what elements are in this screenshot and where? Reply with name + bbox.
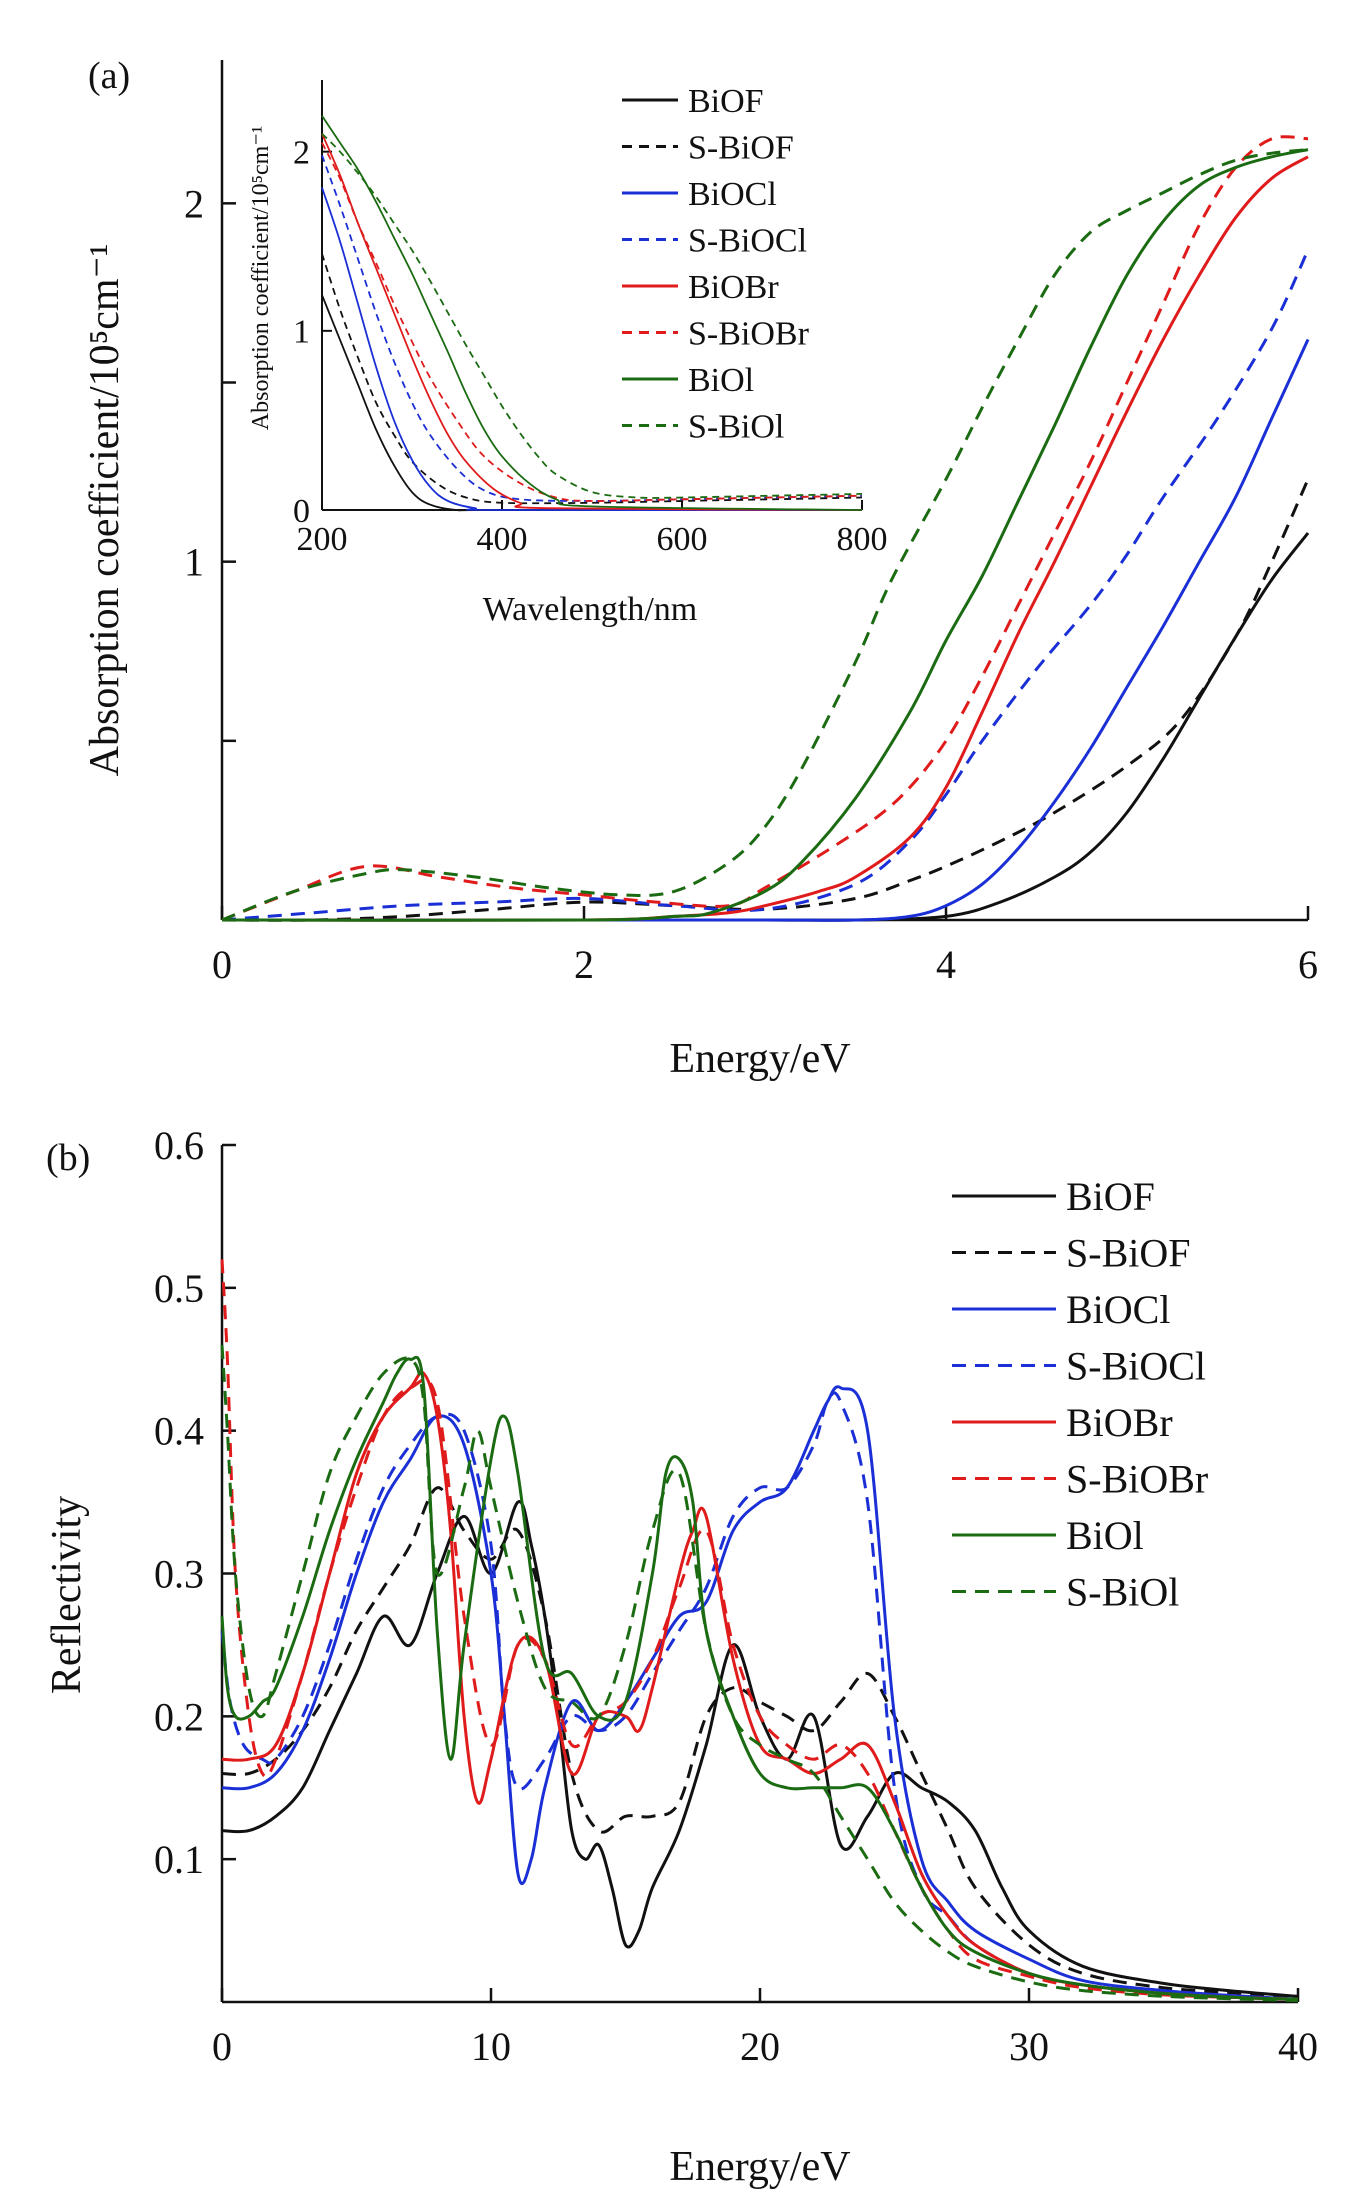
- panel-a-series-biof: [221, 532, 1310, 922]
- legend-label-s-biocl: S-BiOCl: [1066, 1344, 1206, 1389]
- legend-label-s-biobr: S-BiOBr: [1066, 1457, 1208, 1502]
- inset-y-tick-label: 2: [293, 135, 310, 172]
- inset-y-axis-label: Absorption coefficient/10⁵cm⁻¹: [248, 126, 274, 430]
- panel-b-legend: BiOF S-BiOF BiOCl S-BiOCl BiOBr S-BiOBr BiOl S-…: [952, 1174, 1208, 1615]
- panel-a-series-s-biol: [221, 148, 1309, 922]
- legend-label-biof: BiOF: [688, 83, 764, 120]
- panel-a-label: (a): [88, 55, 130, 97]
- panel-b-x-tick-label: 30: [1009, 2024, 1049, 2069]
- legend-label-biobr: BiOBr: [688, 269, 779, 306]
- inset-series-biobr: [321, 133, 863, 511]
- panel-a-y-axis-label: Absorption coefficient/10⁵cm⁻¹: [82, 244, 128, 777]
- panel-b-plot: [220, 1259, 1299, 2003]
- panel-b-y-tick-label: 0.4: [154, 1409, 204, 1454]
- panel-a-series-biocl: [221, 338, 1310, 922]
- panel-b-x-axis-label: Energy/eV: [669, 2144, 850, 2190]
- legend-label-s-biof: S-BiOF: [688, 129, 794, 166]
- panel-b-y-tick-label: 0.3: [154, 1552, 204, 1597]
- legend-label-biocl: BiOCl: [688, 176, 777, 213]
- panel-a-x-tick-label: 2: [574, 942, 594, 987]
- panel-b-series-biof: [221, 1500, 1299, 1998]
- panel-b-y-tick-label: 0.1: [154, 1837, 204, 1882]
- inset-series-biol: [321, 115, 863, 511]
- panel-a: (a) 0 2 4 6 1 2 Energy/eV Absorption coeffici…: [82, 55, 1318, 1082]
- legend-label-biol: BiOl: [688, 362, 754, 399]
- panel-a-series-biol: [221, 148, 1309, 922]
- inset-series-s-biobr: [321, 142, 863, 502]
- legend-label-s-biol: S-BiOl: [688, 408, 784, 445]
- panel-b-x-tick-label: 0: [212, 2024, 232, 2069]
- panel-b-series-biocl: [221, 1385, 1299, 2001]
- panel-a-x-tick-label: 6: [1298, 942, 1318, 987]
- panel-a-legend: BiOF S-BiOF BiOCl S-BiOCl BiOBr S-BiOBr BiOl S-…: [622, 83, 810, 445]
- inset-x-tick-label: 800: [837, 521, 888, 558]
- panel-b-x-tick-label: 10: [471, 2024, 511, 2069]
- panel-b-x-tick-label: 20: [740, 2024, 780, 2069]
- legend-label-s-biobr: S-BiOBr: [688, 315, 810, 352]
- panel-a-y-tick-label: 1: [184, 540, 204, 585]
- inset-series-biocl: [321, 187, 863, 512]
- panel-b: (b) 0 10 20 30 40 0.1 0.2 0.3 0.4 0.5 0.6 Energy/e…: [44, 1123, 1318, 2190]
- legend-label-biol: BiOl: [1066, 1513, 1144, 1558]
- legend-label-s-biocl: S-BiOCl: [688, 222, 807, 259]
- inset-x-tick-label: 600: [657, 521, 708, 558]
- inset-plot: [321, 115, 863, 512]
- panel-a-plot: [221, 135, 1310, 922]
- panel-b-series-s-biol: [220, 1344, 1299, 2003]
- panel-b-y-tick-label: 0.2: [154, 1694, 204, 1739]
- legend-label-biof: BiOF: [1066, 1174, 1155, 1219]
- panel-a-x-tick-label: 4: [936, 942, 956, 987]
- panel-a-x-axis-label: Energy/eV: [669, 1036, 850, 1082]
- panel-b-x-tick-label: 40: [1278, 2024, 1318, 2069]
- panel-b-axes: 0 10 20 30 40 0.1 0.2 0.3 0.4 0.5 0.6: [154, 1123, 1318, 2069]
- panel-a-series-s-biobr: [221, 135, 1309, 922]
- panel-b-series-biobr: [221, 1370, 1299, 2001]
- legend-label-s-biol: S-BiOl: [1066, 1570, 1179, 1615]
- inset-series-s-biof: [321, 253, 863, 505]
- inset-x-axis-label: Wavelength/nm: [483, 591, 697, 628]
- panel-b-label: (b): [46, 1137, 90, 1179]
- legend-label-biocl: BiOCl: [1066, 1287, 1170, 1332]
- legend-label-s-biof: S-BiOF: [1066, 1231, 1191, 1276]
- panel-a-series-s-biof: [221, 478, 1310, 922]
- inset-x-tick-label: 200: [297, 521, 348, 558]
- inset-y-tick-label: 1: [293, 314, 310, 351]
- panel-a-y-tick-label: 2: [184, 181, 204, 226]
- panel-b-y-axis-label: Reflectivity: [44, 1496, 90, 1694]
- panel-a-series-s-biocl: [221, 249, 1310, 922]
- panel-b-series-biol: [220, 1355, 1299, 2001]
- panel-b-y-tick-label: 0.6: [154, 1123, 204, 1168]
- panel-a-x-tick-label: 0: [212, 942, 232, 987]
- panel-b-y-tick-label: 0.5: [154, 1266, 204, 1311]
- inset-y-tick-label: 0: [293, 493, 310, 530]
- legend-label-biobr: BiOBr: [1066, 1400, 1173, 1445]
- inset-x-tick-label: 400: [477, 521, 528, 558]
- panel-b-series-s-biocl: [220, 1391, 1299, 2001]
